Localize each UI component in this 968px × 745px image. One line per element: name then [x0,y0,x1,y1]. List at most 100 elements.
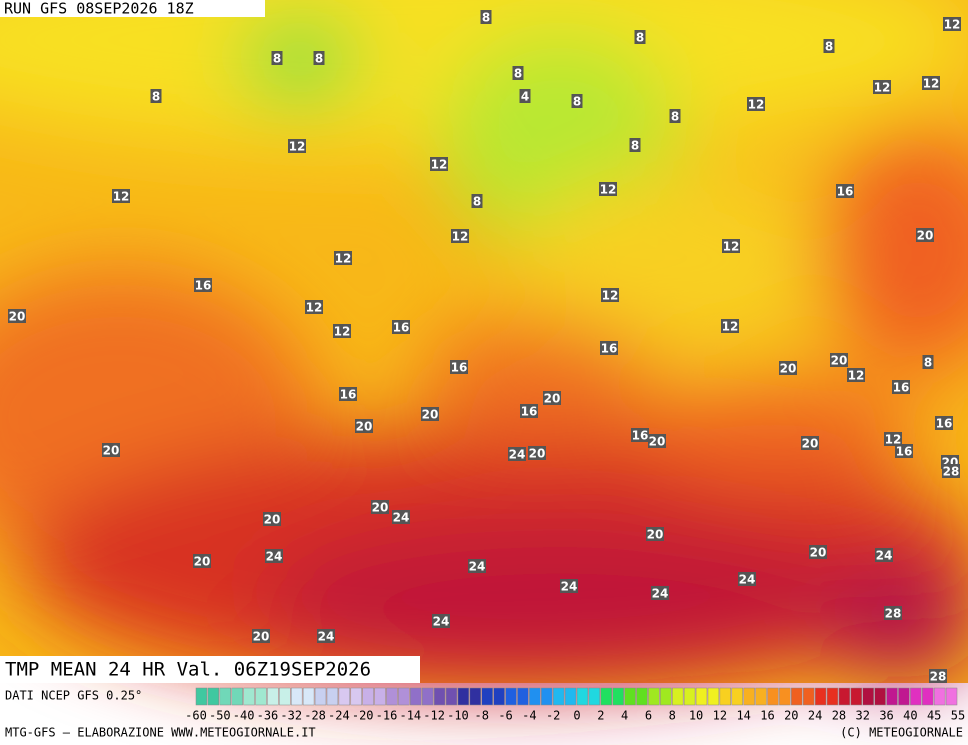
label-box [560,579,578,593]
contour-label: 12 [452,230,469,244]
scale-swatch [374,687,386,706]
label-box [471,194,483,208]
label-box [392,320,410,334]
contour-label: 20 [103,444,120,458]
scale-swatch [326,687,339,706]
source: DATI NCEP GFS 0.25° [5,689,142,703]
scale-swatch [469,687,481,706]
contour-label: 16 [393,321,410,335]
label-box [450,360,468,374]
label-box [313,51,325,65]
scale-swatch [231,687,243,706]
scale-swatch [552,687,565,706]
scale-label: 4 [621,709,628,723]
contour-label: 24 [739,573,756,587]
label-box [648,434,666,448]
scale-label: 10 [689,709,703,723]
contour-label: 8 [924,356,932,370]
scale-label: 32 [856,709,870,723]
label-box [836,184,854,198]
scale-label: -12 [423,709,445,723]
label-box [721,319,739,333]
contour-label: 20 [917,229,934,243]
label-box [669,109,681,123]
label-box [519,89,531,103]
contour-label: 12 [944,18,961,32]
scale-label: -60 [185,709,207,723]
scale-label: 12 [713,709,727,723]
label-box [747,97,765,111]
scale-swatch [600,687,612,706]
scale-swatch [588,687,601,706]
label-box [543,391,561,405]
scale-swatch [731,687,743,706]
contour-label: 24 [652,587,669,601]
scale-swatch [933,687,946,706]
label-box [333,324,351,338]
contour-label: 12 [431,158,448,172]
scale-label: -6 [498,709,512,723]
label-box [631,428,649,442]
contour-label: 8 [636,31,644,45]
label-box [935,416,953,430]
scale-label: -32 [280,709,302,723]
label-box [942,464,960,478]
contour-label: 8 [473,195,481,209]
contour-label: 4 [521,90,529,104]
scale-swatch [695,687,708,706]
contour-label: 20 [422,408,439,422]
contour-label: 20 [831,354,848,368]
scale-swatch [767,687,779,706]
scale-label: 45 [927,709,941,723]
contour-label: 12 [289,140,306,154]
contour-label: 12 [885,433,902,447]
scale-swatch [719,687,732,706]
label-box [892,380,910,394]
scale-swatch [791,687,803,706]
label-box [884,606,902,620]
contour-label: 16 [451,361,468,375]
label-box [508,447,526,461]
label-box [634,30,646,44]
scale-swatch [779,687,791,706]
label-box [875,548,893,562]
scale-swatch [838,687,851,706]
label-box [847,368,865,382]
color-scale: -60 -50 -40 -36 -32 -28 -24 -20 -16 -14 -12 -10 -8 -6… [185,687,965,723]
label-box [288,139,306,153]
label-box [102,443,120,457]
contour-label: 20 [253,630,270,644]
contour-label: 24 [561,580,578,594]
scale-swatch [648,687,660,706]
scale-swatch [683,687,696,706]
scale-swatch [279,687,291,706]
label-box [339,387,357,401]
label-box [265,549,283,563]
scale-label: 36 [879,709,893,723]
title-box [0,656,420,683]
contour-label: 8 [273,52,281,66]
header-box [0,0,265,17]
label-box [520,404,538,418]
label-box [738,572,756,586]
label-box [263,512,281,526]
contour-label: 24 [509,448,526,462]
contour-label: 24 [266,550,283,564]
contour-label: 28 [930,670,947,684]
scale-swatch [576,687,589,706]
contour-label: 12 [335,252,352,266]
label-box [451,229,469,243]
scale-label: -40 [233,709,255,723]
scale-swatch [219,687,231,706]
contour-label: 20 [194,555,211,569]
scale-swatch [195,687,208,706]
scale-swatch [493,687,505,706]
label-box [779,361,797,375]
scale-swatch [636,687,648,706]
scale-label: 14 [736,709,750,723]
scale-swatch [529,687,541,706]
map-title: TMP MEAN 24 HR Val. 06Z19SEP2026 [5,659,371,681]
label-box [599,182,617,196]
label-box [112,189,130,203]
contour-label: 12 [113,190,130,204]
